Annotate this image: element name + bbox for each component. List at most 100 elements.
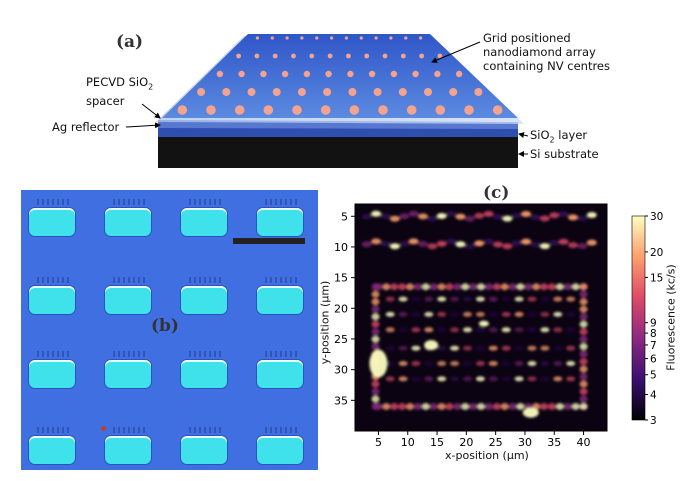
fluorescence-spot: [455, 241, 466, 248]
fluorescence-spot: [450, 296, 460, 302]
fluorescence-spot: [413, 283, 422, 291]
nanodiamond-dot: [424, 88, 432, 96]
fluorescence-spot: [424, 376, 434, 382]
fluorescence-spot: [514, 311, 524, 317]
nanodiamond-dot: [327, 53, 333, 59]
fluorescence-spot: [539, 215, 550, 222]
fluorescence-spot: [527, 327, 537, 333]
pad-dot-cluster: [113, 351, 145, 357]
nanodiamond-dot: [330, 36, 334, 40]
fluorescence-spot: [437, 311, 447, 317]
fluorescence-spot: [500, 283, 509, 291]
fluorescence-spot: [579, 328, 588, 336]
fluorescence-spot: [411, 376, 421, 382]
fluorescence-spot: [579, 403, 588, 410]
fluorescence-spot: [361, 213, 372, 220]
colorbar-tick-label: 5: [650, 370, 657, 382]
fluorescence-spot: [484, 283, 493, 291]
fluorescence-spot: [566, 311, 576, 317]
nanodiamond-dot: [320, 105, 331, 115]
nanodiamond-dot: [303, 70, 311, 78]
fluorescence-spot: [540, 327, 550, 333]
fluorescence-spot: [488, 327, 498, 333]
fluorescence-spot: [530, 241, 541, 248]
fluorescence-spot: [579, 365, 588, 373]
fluorescence-spot: [418, 241, 428, 247]
nanodiamond-dot: [206, 105, 216, 115]
colorbar: [631, 215, 646, 421]
nanodiamond-dot: [177, 105, 188, 115]
grid-array-label: Grid positioned nanodiamond array contai…: [483, 31, 610, 73]
fluorescence-spot: [527, 376, 537, 382]
nanodiamond-dot: [254, 53, 260, 59]
fluorescence-spot: [406, 403, 414, 410]
y-tick-label: 35: [334, 394, 348, 407]
fluorescence-spot: [540, 403, 549, 410]
nanodiamond-dot: [260, 70, 267, 78]
fluorescence-spot: [475, 345, 485, 351]
colorbar-tick-label: 20: [650, 247, 663, 259]
fluorescence-spot: [421, 283, 430, 291]
fluorescence-spot: [522, 407, 539, 418]
nanodiamond-dot: [419, 36, 423, 40]
fluorescence-spot: [382, 403, 391, 410]
nanodiamond-dot: [297, 88, 306, 96]
fluorescence-spot: [571, 403, 580, 410]
arrow-grid: [431, 41, 481, 63]
fluorescence-spot: [501, 296, 511, 302]
x-tick-label: 35: [547, 436, 561, 449]
nanodiamond-dot: [234, 105, 245, 115]
fluorescence-spot: [488, 376, 498, 382]
pad-dot-cluster: [265, 277, 297, 283]
y-tick-label: 5: [341, 210, 348, 223]
x-tick-label: 30: [518, 436, 532, 449]
fluorescence-spot: [488, 345, 498, 351]
fluorescence-spot: [566, 327, 576, 333]
si-substrate-label: Si substrate: [530, 147, 599, 161]
fluorescence-spot: [527, 311, 537, 317]
fluorescence-spot: [453, 283, 462, 291]
pad: [29, 286, 75, 314]
fluorescence-spot: [450, 376, 460, 382]
fluorescence-spot: [424, 340, 439, 351]
nanodiamond-dot: [263, 105, 274, 115]
fluorescence-spot: [475, 296, 485, 302]
y-axis-ticks: 5 10 15 20 25 30 35: [334, 210, 355, 407]
fluorescence-spot: [463, 376, 472, 382]
fluorescence-spot: [437, 376, 447, 382]
nanodiamond-dot: [272, 88, 281, 96]
fluorescence-spot: [488, 361, 498, 366]
nanodiamond-dot: [400, 53, 406, 59]
fluorescence-spot: [484, 403, 493, 410]
fluorescence-spot: [492, 403, 501, 410]
colorbar-tick-label: 30: [650, 211, 663, 223]
fluorescence-spot: [514, 296, 524, 302]
fluorescence-spot: [469, 283, 478, 291]
fluorescence-spot: [586, 212, 597, 218]
fluorescence-spot: [385, 376, 395, 382]
fluorescence-spot: [398, 311, 408, 317]
fluorescence-spot: [469, 403, 478, 410]
pad-dot-cluster: [113, 277, 145, 283]
fluorescence-spot: [566, 361, 576, 366]
fluorescence-spot: [553, 311, 563, 317]
fluorescence-spot: [540, 311, 550, 317]
colorbar-tick-label: 9: [650, 318, 657, 330]
fluorescence-spot: [385, 327, 395, 333]
fluorescence-spot: [418, 213, 428, 220]
nanodiamond-dot: [419, 53, 424, 59]
fluorescence-spot: [399, 213, 410, 220]
fluorescence-spot: [502, 243, 513, 250]
fluorescence-spot: [474, 212, 485, 219]
fluorescence-spot: [579, 388, 588, 395]
fluorescence-spot: [500, 403, 509, 410]
arrow-ag: [125, 122, 161, 129]
pad-dot-cluster: [189, 427, 221, 433]
fluorescence-spot: [369, 349, 388, 378]
fluorescence-spot: [463, 361, 472, 366]
fluorescence-spot: [474, 240, 485, 247]
fluorescence-spot: [380, 240, 391, 247]
nanodiamond-dot: [347, 70, 354, 78]
x-tick-label: 5: [375, 436, 382, 449]
fluorescence-spot: [450, 327, 460, 333]
